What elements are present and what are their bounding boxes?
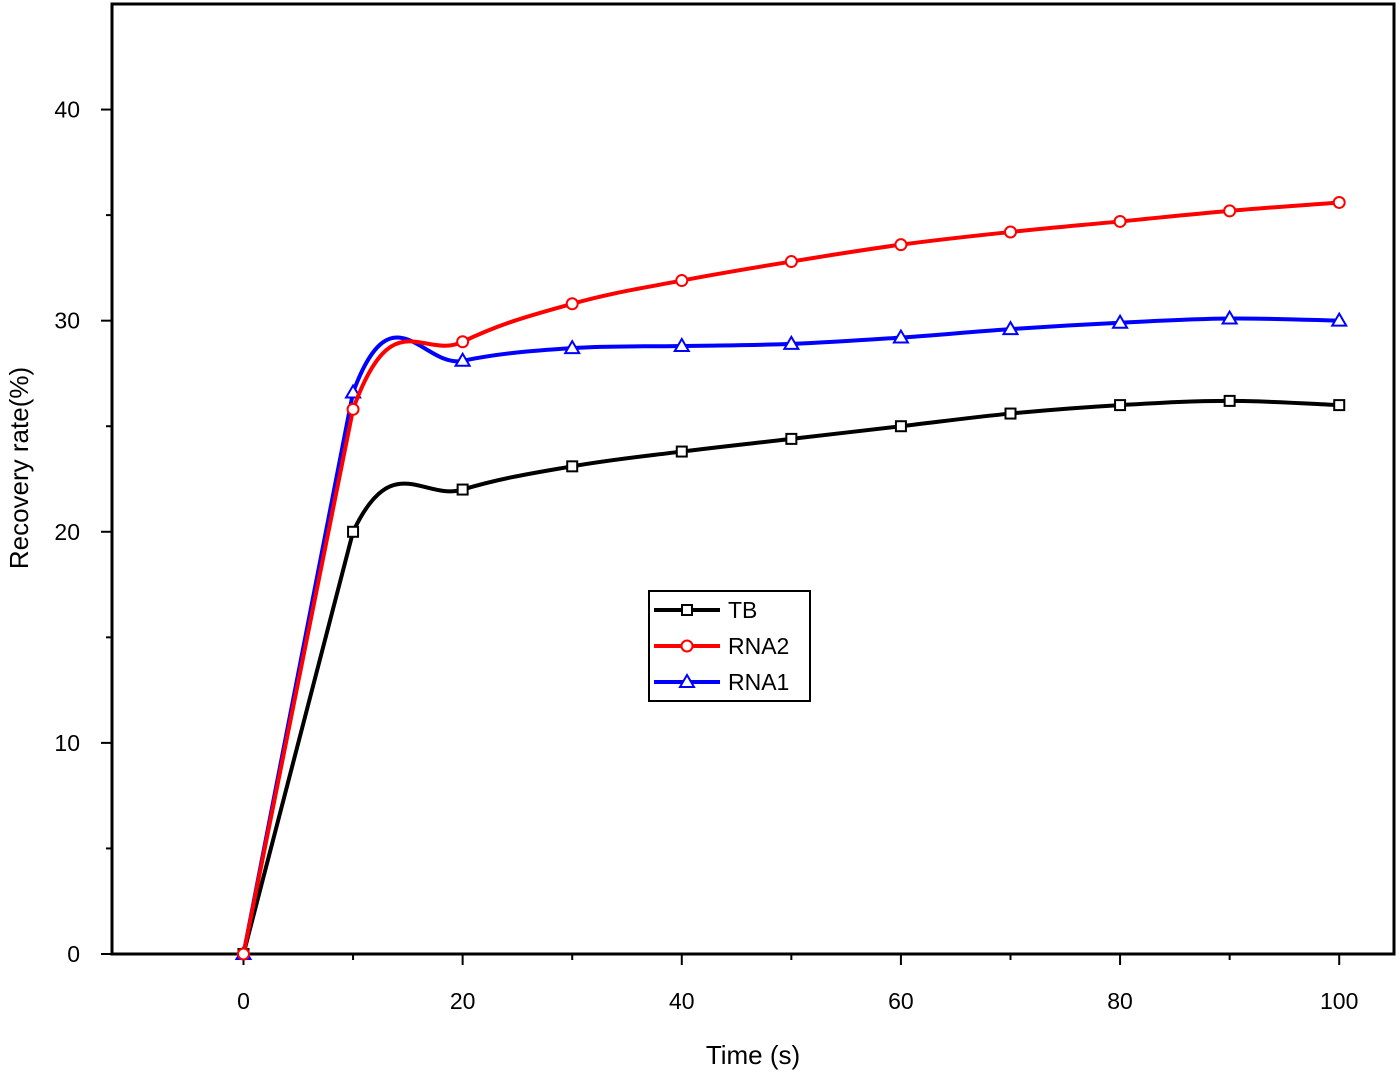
- data-point-rna2: [675, 274, 689, 288]
- data-point-rna1: [782, 334, 801, 350]
- y-tick-label: 30: [54, 308, 80, 334]
- legend-label-tb: TB: [728, 597, 757, 623]
- data-point-tb: [785, 432, 798, 445]
- data-point-tb: [456, 483, 469, 496]
- data-point-rna1: [344, 383, 362, 399]
- legend-marker-rna1: [678, 673, 696, 688]
- x-axis-title: Time (s): [706, 1040, 800, 1070]
- series-line-rna2: [241, 200, 1340, 955]
- x-tick-label: 100: [1320, 988, 1358, 1014]
- x-tick-label: 60: [888, 988, 914, 1014]
- data-point-rna1: [1330, 311, 1348, 327]
- data-point-rna1: [892, 328, 910, 344]
- data-point-tb: [566, 460, 579, 473]
- data-point-tb: [1223, 394, 1236, 407]
- data-point-tb: [1004, 407, 1017, 420]
- legend-label-rna2: RNA2: [728, 633, 789, 659]
- data-point-rna2: [456, 335, 470, 349]
- data-point-rna2: [1113, 214, 1127, 228]
- y-tick-label: 20: [54, 519, 80, 545]
- x-tick-label: 0: [237, 988, 250, 1014]
- legend: TB RNA2 RNA1: [648, 590, 811, 702]
- data-point-rna1: [563, 339, 581, 355]
- axis-ticks: [101, 108, 1341, 965]
- y-axis-title: Recovery rate(%): [4, 367, 34, 569]
- data-point-tb: [675, 445, 688, 458]
- data-point-rna1: [1111, 313, 1129, 329]
- series-rna2: [236, 195, 1346, 961]
- series-tb: [237, 394, 1346, 960]
- legend-label-rna1: RNA1: [728, 669, 789, 695]
- data-point-rna2: [346, 402, 360, 416]
- data-point-tb: [1114, 399, 1127, 412]
- series-layer: [234, 195, 1348, 961]
- data-point-rna1: [673, 337, 691, 352]
- data-point-tb: [347, 525, 360, 538]
- x-tick-label: 80: [1107, 988, 1133, 1014]
- data-point-rna2: [1223, 204, 1237, 218]
- data-point-rna2: [894, 238, 908, 252]
- legend-marker-rna2: [680, 639, 694, 653]
- data-point-rna1: [1001, 320, 1020, 336]
- data-point-rna1: [453, 351, 472, 367]
- data-point-rna2: [236, 947, 250, 961]
- axis-tick-labels: 0 20 40 60 80 100 0 10 20 30 40: [54, 97, 1358, 1014]
- y-tick-label: 40: [54, 97, 80, 123]
- legend-marker-tb: [681, 604, 693, 616]
- data-point-tb: [894, 420, 907, 433]
- y-tick-label: 10: [54, 730, 80, 756]
- data-point-rna2: [1003, 225, 1017, 239]
- data-point-rna2: [784, 255, 798, 269]
- x-tick-label: 40: [669, 988, 695, 1014]
- plot-frame: [110, 2, 1396, 956]
- data-point-rna2: [565, 297, 579, 311]
- data-point-rna1: [1220, 309, 1239, 325]
- y-tick-label: 0: [67, 941, 80, 967]
- data-point-tb: [1333, 399, 1346, 412]
- x-tick-label: 20: [450, 988, 476, 1014]
- data-point-rna2: [1332, 195, 1346, 209]
